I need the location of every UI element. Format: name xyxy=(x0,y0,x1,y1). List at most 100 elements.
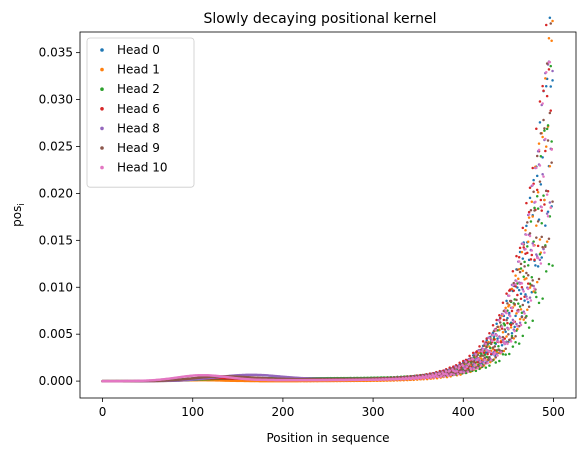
data-point xyxy=(483,358,487,362)
data-point xyxy=(495,318,498,322)
data-point xyxy=(544,137,547,141)
data-point xyxy=(539,132,543,135)
data-point xyxy=(514,314,517,318)
data-point xyxy=(501,301,505,304)
data-point xyxy=(521,257,525,260)
data-point xyxy=(454,366,458,369)
data-point xyxy=(504,330,507,334)
legend-marker xyxy=(100,48,104,52)
data-point xyxy=(544,224,547,227)
data-point xyxy=(501,313,505,316)
data-point xyxy=(498,314,501,317)
x-tick-label: 0 xyxy=(99,405,107,419)
data-point xyxy=(548,111,552,115)
data-point xyxy=(540,235,543,239)
data-point xyxy=(489,358,493,362)
data-point xyxy=(535,188,539,192)
data-point xyxy=(493,345,497,348)
data-point xyxy=(480,350,484,353)
data-point xyxy=(531,279,534,282)
data-point xyxy=(511,283,515,287)
data-point xyxy=(481,340,485,343)
data-point xyxy=(523,312,526,315)
data-point xyxy=(491,333,495,337)
data-point xyxy=(521,288,525,291)
data-point xyxy=(438,372,442,375)
data-point xyxy=(537,277,541,281)
data-point xyxy=(543,203,546,206)
data-point xyxy=(545,62,549,65)
legend-label: Head 9 xyxy=(117,141,160,155)
data-point xyxy=(538,180,542,183)
data-point xyxy=(519,308,523,311)
data-point xyxy=(502,340,506,343)
data-point xyxy=(503,342,507,346)
data-point xyxy=(542,247,545,251)
data-point xyxy=(503,323,507,327)
data-point xyxy=(544,149,547,153)
data-point xyxy=(544,77,547,80)
data-point xyxy=(494,328,497,332)
data-point xyxy=(549,109,552,112)
data-point xyxy=(546,124,550,127)
data-point xyxy=(434,372,438,376)
data-point xyxy=(480,357,483,360)
data-point xyxy=(522,318,525,321)
data-point xyxy=(516,268,519,272)
data-point xyxy=(464,360,468,364)
y-tick-label: 0.025 xyxy=(39,139,73,153)
data-point xyxy=(460,367,463,371)
data-point xyxy=(488,332,491,335)
data-point xyxy=(498,359,501,363)
data-point xyxy=(525,271,528,275)
data-point xyxy=(540,205,543,209)
data-point xyxy=(521,334,525,338)
data-point xyxy=(547,237,551,240)
data-point xyxy=(448,369,451,372)
data-point xyxy=(510,334,514,338)
data-point xyxy=(538,100,542,103)
data-point xyxy=(539,262,543,265)
data-point xyxy=(485,348,488,352)
data-point xyxy=(519,292,523,296)
data-point xyxy=(496,337,499,340)
data-point xyxy=(515,312,518,315)
data-point xyxy=(522,310,525,313)
data-point xyxy=(550,161,553,164)
data-point xyxy=(520,315,524,319)
data-point xyxy=(527,305,531,308)
data-point xyxy=(538,121,542,124)
data-point xyxy=(482,361,486,365)
data-point xyxy=(481,348,485,351)
data-point xyxy=(479,360,482,363)
data-point xyxy=(523,299,526,302)
data-point xyxy=(505,335,508,338)
data-point xyxy=(515,254,518,258)
legend-label: Head 10 xyxy=(117,161,167,175)
data-point xyxy=(508,288,512,291)
data-point xyxy=(499,351,503,354)
data-point xyxy=(544,270,548,273)
data-point xyxy=(481,354,485,357)
data-point xyxy=(548,165,552,168)
data-point xyxy=(539,155,543,158)
data-point xyxy=(518,317,522,321)
data-point xyxy=(544,145,548,148)
data-point xyxy=(498,336,502,340)
data-point xyxy=(520,250,524,254)
data-point xyxy=(521,303,525,307)
data-point xyxy=(512,320,516,323)
data-point xyxy=(500,343,504,347)
data-point xyxy=(523,265,526,268)
data-point xyxy=(549,64,552,68)
data-point xyxy=(526,287,530,291)
data-point xyxy=(506,342,509,346)
data-point xyxy=(507,333,510,336)
data-point xyxy=(472,367,476,371)
data-point xyxy=(530,200,534,204)
data-point xyxy=(526,240,530,243)
data-point xyxy=(519,323,523,327)
data-point xyxy=(523,260,526,264)
data-point xyxy=(513,325,516,329)
legend-marker xyxy=(100,67,104,72)
